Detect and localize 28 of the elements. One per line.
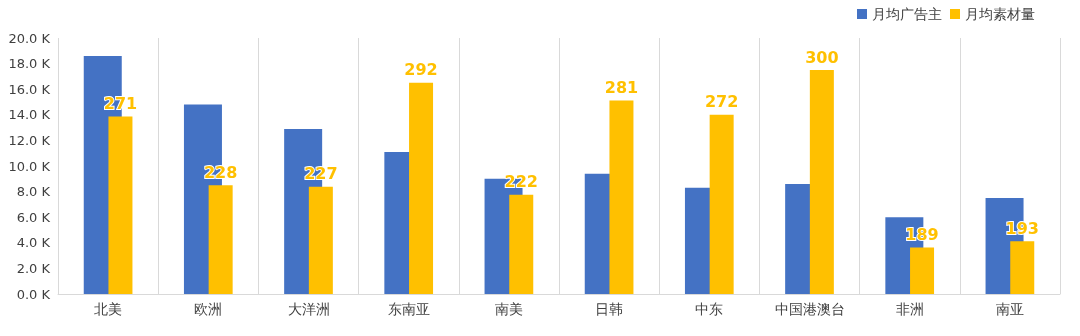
data-label: 272 — [704, 92, 739, 112]
y-tick-label: 10.0 K — [8, 158, 51, 174]
y-tick-label: 14.0 K — [8, 107, 51, 123]
x-tick-label: 日韩 — [595, 301, 624, 317]
y-tick-label: 18.0 K — [8, 56, 51, 72]
y-tick-label: 12.0 K — [8, 132, 51, 148]
y-tick-label: 4.0 K — [16, 235, 51, 251]
y-tick-label: 0.0 K — [16, 286, 51, 302]
x-tick-label: 南亚 — [995, 301, 1024, 317]
x-tick-label: 欧洲 — [194, 301, 223, 317]
y-tick-label: 8.0 K — [16, 184, 51, 200]
x-tick-label: 中国港澳台 — [774, 301, 845, 317]
y-tick-label: 16.0 K — [8, 81, 51, 97]
data-label: 222 — [504, 172, 538, 192]
x-tick-label: 东南亚 — [387, 301, 430, 317]
x-tick-label: 南美 — [494, 301, 523, 317]
y-tick-label: 20.0 K — [8, 30, 51, 46]
data-label: 281 — [604, 77, 639, 97]
y-tick-label: 2.0 K — [16, 260, 51, 276]
data-label: 300 — [805, 47, 839, 67]
x-tick-label: 中东 — [695, 301, 724, 317]
legend-label: 月均素材量 — [965, 6, 1035, 22]
x-tick-label: 非洲 — [895, 301, 924, 317]
legend-label: 月均广告主 — [872, 6, 942, 22]
data-label: 292 — [404, 60, 438, 80]
x-tick-label: 大洋洲 — [287, 301, 330, 317]
y-tick-label: 6.0 K — [16, 209, 51, 225]
x-tick-label: 北美 — [94, 301, 123, 317]
